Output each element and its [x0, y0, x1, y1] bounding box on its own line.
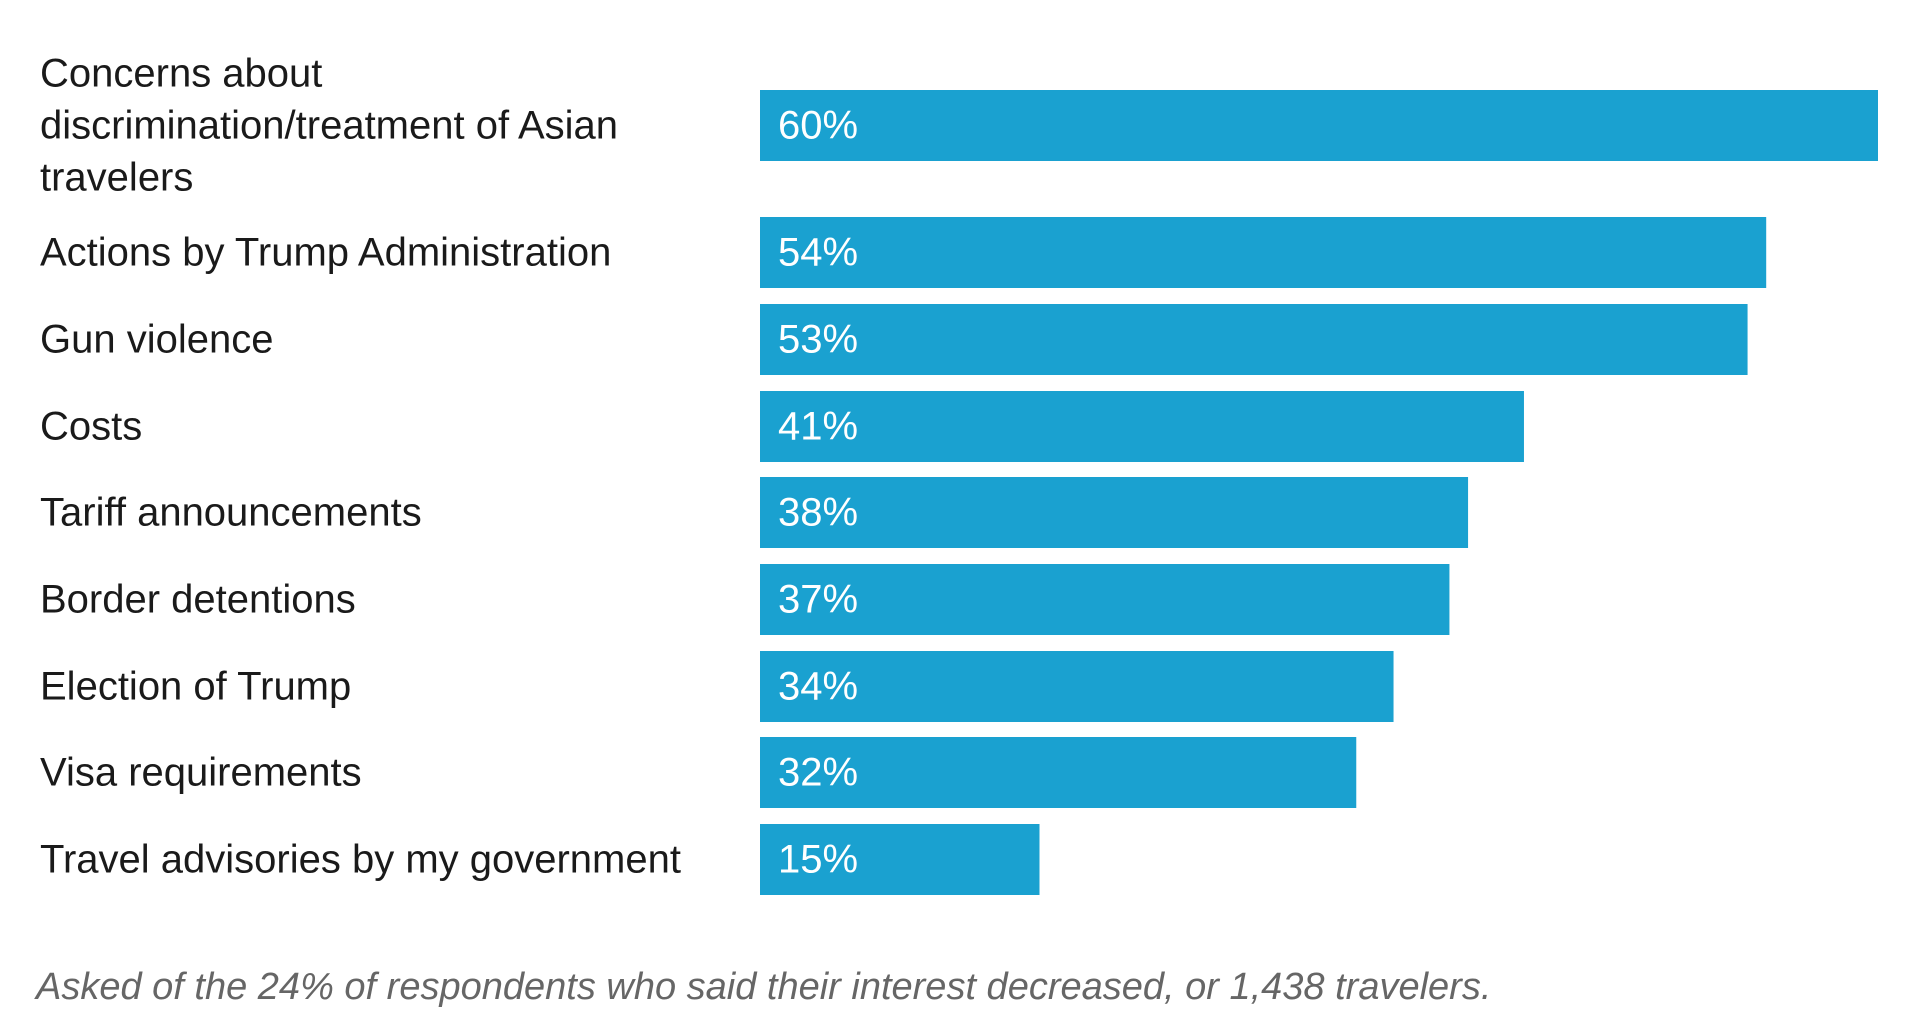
value-labels: 60% 54% 53% 41% 38% 37% 34% 32% 15%: [778, 104, 858, 882]
bar-3: [760, 391, 1524, 462]
value-label-5: 37%: [778, 578, 858, 622]
value-label-6: 34%: [778, 665, 858, 709]
value-label-1: 54%: [778, 231, 858, 275]
value-label-0: 60%: [778, 104, 858, 148]
category-label-3: Costs: [40, 405, 142, 449]
category-label-5: Border detentions: [40, 578, 356, 622]
category-label-1: Actions by Trump Administration: [40, 231, 611, 275]
bar-6: [760, 651, 1394, 722]
bar-0: [760, 90, 1878, 161]
value-label-7: 32%: [778, 751, 858, 795]
category-label-4: Tariff announcements: [40, 491, 422, 535]
value-label-2: 53%: [778, 318, 858, 362]
category-label-8: Travel advisories by my government: [40, 838, 681, 882]
category-label-0: Concerns about discrimination/treatment o…: [40, 52, 618, 200]
bars: [760, 90, 1878, 895]
bar-8: [760, 824, 1040, 895]
bar-4: [760, 477, 1469, 548]
category-label-2: Gun violence: [40, 318, 273, 362]
bar-2: [760, 304, 1748, 375]
bar-7: [760, 737, 1357, 808]
category-label-7: Visa requirements: [40, 751, 362, 795]
bar-5: [760, 564, 1450, 635]
category-labels: Concerns about discrimination/treatment o…: [40, 52, 681, 882]
footnote: Asked of the 24% of respondents who said…: [36, 966, 1492, 1008]
category-label-6: Election of Trump: [40, 665, 351, 709]
value-label-8: 15%: [778, 838, 858, 882]
bar-1: [760, 217, 1767, 288]
value-label-4: 38%: [778, 491, 858, 535]
value-label-3: 41%: [778, 405, 858, 449]
